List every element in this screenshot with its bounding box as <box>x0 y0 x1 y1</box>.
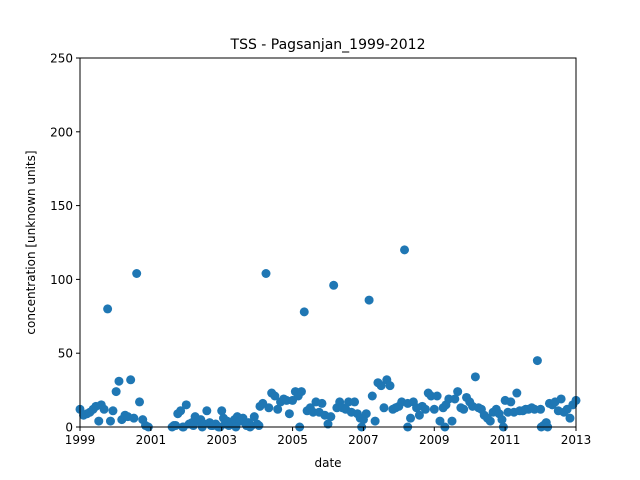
data-points <box>75 245 581 432</box>
y-tick-label: 250 <box>50 52 73 66</box>
y-tick-label: 150 <box>50 199 73 213</box>
x-tick-label: 2003 <box>206 433 237 447</box>
data-point <box>273 404 283 414</box>
data-point <box>485 416 495 426</box>
data-point <box>400 245 410 255</box>
data-point <box>270 391 280 401</box>
data-point <box>420 404 430 414</box>
data-point <box>126 375 136 385</box>
data-point <box>296 387 306 397</box>
data-point <box>376 381 386 391</box>
data-point <box>129 413 139 423</box>
data-point <box>249 412 259 422</box>
data-point <box>108 406 118 416</box>
x-tick-label: 1999 <box>65 433 96 447</box>
y-tick-label: 0 <box>65 421 73 435</box>
data-point <box>447 416 457 426</box>
data-point <box>350 397 360 407</box>
data-point <box>264 403 274 413</box>
data-point <box>429 404 439 414</box>
data-point <box>105 416 115 426</box>
data-point <box>512 388 522 398</box>
plot-frame <box>79 57 577 428</box>
x-tick-label: 2005 <box>277 433 308 447</box>
data-point <box>406 413 416 423</box>
data-point <box>450 394 460 404</box>
data-point <box>326 412 336 422</box>
data-point <box>432 391 442 401</box>
x-tick-label: 2001 <box>136 433 167 447</box>
data-point <box>284 409 294 419</box>
data-point <box>565 413 575 423</box>
data-point <box>556 394 566 404</box>
data-point <box>414 410 424 420</box>
data-point <box>379 403 389 413</box>
data-point <box>506 397 516 407</box>
data-point <box>536 404 546 414</box>
x-tick-label: 2011 <box>490 433 521 447</box>
data-point <box>254 421 264 431</box>
data-point <box>435 416 445 426</box>
data-point <box>370 416 380 426</box>
data-point <box>470 372 480 382</box>
data-point <box>202 406 212 416</box>
data-point <box>532 356 542 366</box>
data-point <box>299 307 309 317</box>
y-axis: 0 50 100 150 200 250 <box>50 52 80 435</box>
data-point <box>111 387 121 397</box>
data-point <box>217 406 227 416</box>
y-tick-label: 100 <box>50 273 73 287</box>
y-tick-label: 50 <box>58 347 73 361</box>
data-point <box>206 421 216 431</box>
x-tick-label: 2009 <box>419 433 450 447</box>
data-point <box>94 416 104 426</box>
chart-title: TSS - Pagsanjan_1999-2012 <box>230 37 426 53</box>
data-point <box>497 415 507 425</box>
data-point <box>323 419 333 429</box>
data-point <box>329 280 339 290</box>
data-point <box>261 268 271 278</box>
data-point <box>99 404 109 414</box>
x-axis: 1999 2001 2003 2005 2007 2009 2011 2013 <box>65 427 592 447</box>
data-point <box>459 404 469 414</box>
data-point <box>103 304 113 314</box>
data-point <box>317 398 327 408</box>
data-point <box>361 409 371 419</box>
data-point <box>132 268 142 278</box>
data-point <box>135 397 145 407</box>
data-point <box>367 391 377 401</box>
x-tick-label: 2013 <box>561 433 592 447</box>
x-axis-label: date <box>314 456 341 470</box>
data-point <box>364 295 374 305</box>
x-tick-label: 2007 <box>348 433 379 447</box>
data-point <box>188 421 198 431</box>
data-point <box>176 406 186 416</box>
data-point <box>114 376 124 386</box>
data-point <box>385 381 395 391</box>
data-point <box>169 421 179 431</box>
data-point <box>181 400 191 410</box>
data-point <box>453 387 463 397</box>
y-tick-label: 200 <box>50 125 73 139</box>
y-axis-label: concentration [unknown units] <box>24 150 38 334</box>
